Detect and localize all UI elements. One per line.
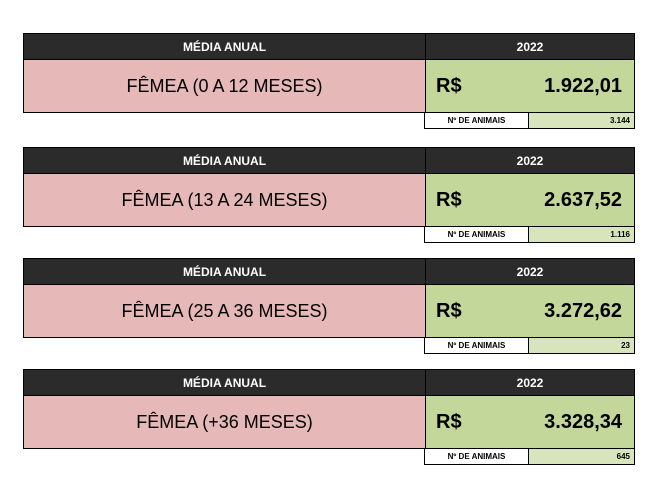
animal-count-row: Nº DE ANIMAIS 23 (424, 338, 635, 354)
block-header: MÉDIA ANUAL 2022 (23, 147, 635, 174)
price-block-25-36: MÉDIA ANUAL 2022 FÊMEA (25 A 36 MESES) R… (23, 258, 635, 354)
count-label: Nº DE ANIMAIS (425, 227, 529, 242)
block-header: MÉDIA ANUAL 2022 (23, 369, 635, 396)
category-label: FÊMEA (13 A 24 MESES) (24, 174, 426, 226)
header-year: 2022 (516, 39, 544, 54)
currency-symbol: R$ (436, 188, 462, 211)
count-value: 3.144 (529, 113, 634, 128)
header-year: 2022 (516, 153, 544, 168)
block-main-row: FÊMEA (0 A 12 MESES) R$ 1.922,01 (23, 60, 635, 113)
header-year: 2022 (516, 264, 544, 279)
value-cell: R$ 3.328,34 (426, 396, 634, 448)
average-value: 1.922,01 (544, 74, 622, 97)
currency-symbol: R$ (436, 74, 462, 97)
count-label: Nº DE ANIMAIS (425, 449, 529, 464)
category-label: FÊMEA (25 A 36 MESES) (24, 285, 426, 337)
count-label: Nº DE ANIMAIS (425, 338, 529, 353)
value-cell: R$ 3.272,62 (426, 285, 634, 337)
count-label: Nº DE ANIMAIS (425, 113, 529, 128)
currency-symbol: R$ (436, 299, 462, 322)
animal-count-row: Nº DE ANIMAIS 645 (424, 449, 635, 465)
block-header: MÉDIA ANUAL 2022 (23, 258, 635, 285)
value-cell: R$ 1.922,01 (426, 60, 634, 112)
category-label: FÊMEA (0 A 12 MESES) (24, 60, 426, 112)
animal-count-row: Nº DE ANIMAIS 3.144 (424, 113, 635, 129)
animal-count-row: Nº DE ANIMAIS 1.116 (424, 227, 635, 243)
block-header: MÉDIA ANUAL 2022 (23, 33, 635, 60)
average-value: 2.637,52 (544, 188, 622, 211)
header-year: 2022 (516, 375, 544, 390)
count-value: 645 (529, 449, 634, 464)
average-value: 3.328,34 (544, 410, 622, 433)
header-label: MÉDIA ANUAL (24, 370, 426, 395)
average-value: 3.272,62 (544, 299, 622, 322)
header-label: MÉDIA ANUAL (24, 148, 426, 173)
header-label: MÉDIA ANUAL (24, 259, 426, 284)
price-block-36-plus: MÉDIA ANUAL 2022 FÊMEA (+36 MESES) R$ 3.… (23, 369, 635, 465)
block-main-row: FÊMEA (25 A 36 MESES) R$ 3.272,62 (23, 285, 635, 338)
category-label: FÊMEA (+36 MESES) (24, 396, 426, 448)
value-cell: R$ 2.637,52 (426, 174, 634, 226)
block-main-row: FÊMEA (13 A 24 MESES) R$ 2.637,52 (23, 174, 635, 227)
header-label: MÉDIA ANUAL (24, 34, 426, 59)
price-block-13-24: MÉDIA ANUAL 2022 FÊMEA (13 A 24 MESES) R… (23, 147, 635, 243)
price-block-0-12: MÉDIA ANUAL 2022 FÊMEA (0 A 12 MESES) R$… (23, 33, 635, 129)
currency-symbol: R$ (436, 410, 462, 433)
block-main-row: FÊMEA (+36 MESES) R$ 3.328,34 (23, 396, 635, 449)
count-value: 1.116 (529, 227, 634, 242)
count-value: 23 (529, 338, 634, 353)
